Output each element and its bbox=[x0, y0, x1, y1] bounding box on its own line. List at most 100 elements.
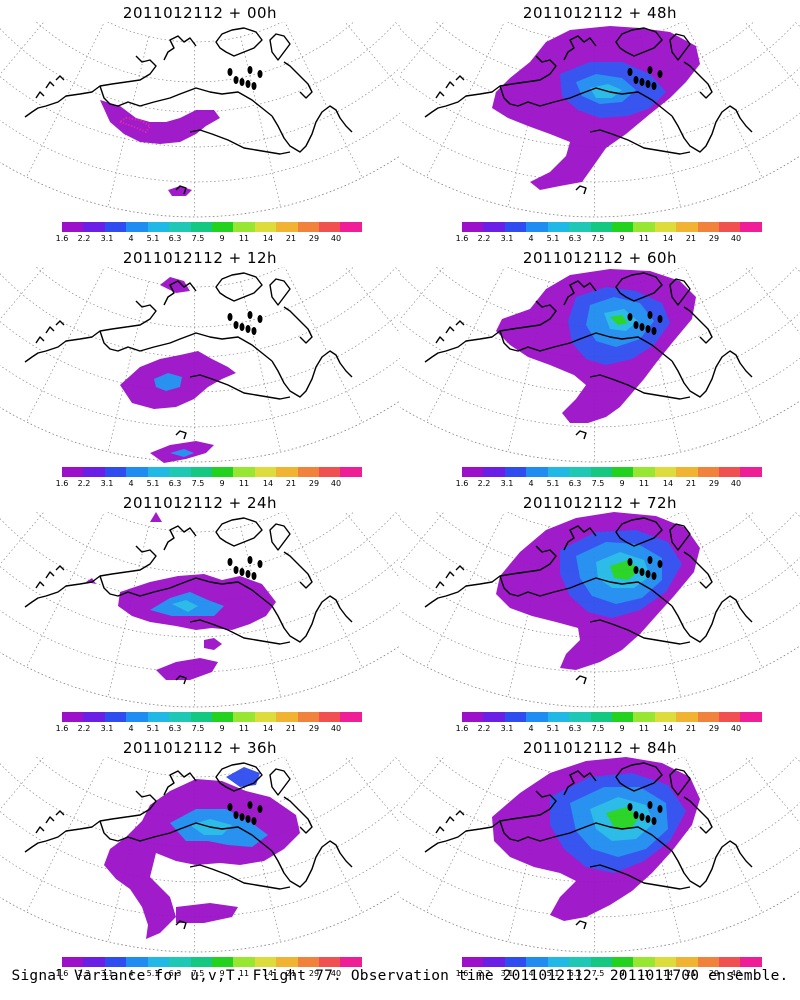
coastline bbox=[215, 517, 263, 547]
island bbox=[247, 66, 253, 74]
colorbar bbox=[62, 957, 362, 967]
colorbar-labels: 1.6 2.2 3.1 4 5.1 6.3 7.5 9 11 14 21 29 40 bbox=[56, 724, 362, 734]
island bbox=[657, 315, 663, 323]
latitude-circle bbox=[0, 67, 400, 148]
island bbox=[647, 311, 653, 319]
colorbar-tick-label: 6.3 bbox=[568, 479, 582, 488]
coastline bbox=[589, 619, 691, 645]
meridian-line bbox=[107, 771, 149, 942]
colorbar-tick-label: 1.6 bbox=[55, 479, 69, 488]
colorbar-tick-label: 7.5 bbox=[191, 234, 205, 243]
colorbar-tick-label: 21 bbox=[285, 724, 297, 733]
signal-variance-field bbox=[100, 100, 220, 196]
coastline bbox=[35, 826, 45, 834]
colorbar-segment bbox=[147, 222, 170, 232]
coastline bbox=[455, 810, 465, 816]
colorbar-tick-label: 14 bbox=[262, 479, 274, 488]
variance-contour bbox=[104, 779, 300, 939]
colorbar-segment bbox=[147, 957, 170, 967]
meridian-line bbox=[107, 281, 149, 452]
colorbar-segment bbox=[611, 222, 634, 232]
latitude-circle bbox=[400, 557, 800, 638]
latitude-circle bbox=[35, 22, 355, 83]
colorbar-tick-label: 9 bbox=[219, 234, 225, 243]
colorbar-tick-label: 1.6 bbox=[455, 234, 469, 243]
coastlines bbox=[424, 27, 753, 195]
island bbox=[245, 80, 251, 88]
coastline bbox=[55, 565, 65, 571]
colorbar-segment bbox=[719, 957, 741, 967]
coastline bbox=[55, 320, 65, 326]
map-panel: 2011012112 + 72h 1.6 2.2 3.1 4 5.1 6.3 7.5 9 11 14… bbox=[400, 490, 800, 735]
colorbar-tick-label: 7.5 bbox=[591, 724, 605, 733]
coastline bbox=[615, 272, 663, 302]
colorbar-segment bbox=[462, 712, 484, 722]
meridian-line bbox=[26, 512, 105, 668]
signal-variance-field bbox=[496, 269, 696, 423]
latitude-circle bbox=[400, 312, 800, 393]
colorbar-labels: 1.6 2.2 3.1 4 5.1 6.3 7.5 9 11 14 21 29 40 bbox=[56, 234, 362, 244]
island bbox=[647, 66, 653, 74]
colorbar-tick-label: 11 bbox=[638, 479, 650, 488]
colorbar-segment bbox=[211, 222, 234, 232]
panel-title: 2011012112 + 72h bbox=[522, 494, 678, 512]
coastline bbox=[671, 595, 753, 643]
meridian-line bbox=[26, 22, 105, 178]
colorbar-segment bbox=[83, 957, 105, 967]
coastline bbox=[671, 840, 753, 888]
colorbar-tick-label: 29 bbox=[308, 479, 320, 488]
colorbar-segment bbox=[126, 222, 148, 232]
island bbox=[251, 572, 257, 580]
coastlines bbox=[24, 517, 353, 685]
meridian-line bbox=[107, 526, 149, 697]
island bbox=[645, 815, 651, 823]
island bbox=[657, 70, 663, 78]
latitude-circle bbox=[35, 512, 355, 573]
coastline bbox=[455, 320, 465, 326]
colorbar-tick-label: 21 bbox=[685, 724, 697, 733]
colorbar-tick-label: 1.6 bbox=[455, 479, 469, 488]
coastline bbox=[575, 430, 587, 440]
colorbar-tick-label: 11 bbox=[638, 969, 650, 978]
meridian-line bbox=[240, 36, 281, 208]
variance-contour bbox=[156, 658, 218, 680]
colorbar-segment bbox=[740, 222, 762, 232]
latitude-circle bbox=[0, 112, 400, 183]
coastline bbox=[669, 523, 691, 551]
colorbar-tick-label: 6.3 bbox=[168, 724, 182, 733]
island bbox=[645, 570, 651, 578]
colorbar-tick-label: 5.1 bbox=[546, 479, 560, 488]
colorbar-tick-label: 7.5 bbox=[591, 234, 605, 243]
meridian-line bbox=[744, 512, 800, 579]
island bbox=[639, 568, 645, 576]
figure-caption: Signal Variance for u,v,T. Flight 77. Ob… bbox=[11, 968, 789, 984]
colorbar-tick-label: 3.1 bbox=[500, 234, 514, 243]
colorbar-tick-label: 29 bbox=[708, 724, 720, 733]
colorbar-tick-label: 40 bbox=[730, 724, 742, 733]
island bbox=[657, 805, 663, 813]
island bbox=[633, 566, 639, 574]
coastline bbox=[499, 330, 673, 362]
colorbar-tick-label: 40 bbox=[330, 724, 342, 733]
colorbar-tick-label: 4 bbox=[528, 969, 534, 978]
variance-contour bbox=[150, 512, 162, 522]
colorbar-segment bbox=[319, 712, 341, 722]
island bbox=[227, 68, 233, 76]
meridian-line bbox=[684, 512, 763, 668]
colorbar-segment bbox=[254, 222, 277, 232]
colorbar-segment bbox=[547, 712, 570, 722]
colorbar-tick-label: 4 bbox=[128, 969, 134, 978]
colorbar-tick-label: 1.6 bbox=[455, 724, 469, 733]
colorbar bbox=[462, 467, 762, 477]
colorbar-tick-label: 5.1 bbox=[146, 479, 160, 488]
coastline bbox=[575, 920, 587, 930]
colorbar-tick-label: 3.1 bbox=[100, 724, 114, 733]
coastline bbox=[35, 336, 45, 344]
variance-contour bbox=[100, 100, 220, 144]
coastline bbox=[215, 762, 263, 792]
variance-contour bbox=[204, 638, 222, 650]
meridian-line bbox=[26, 757, 105, 913]
island bbox=[633, 76, 639, 84]
meridian-line bbox=[744, 757, 800, 824]
meridian-line bbox=[426, 512, 505, 668]
